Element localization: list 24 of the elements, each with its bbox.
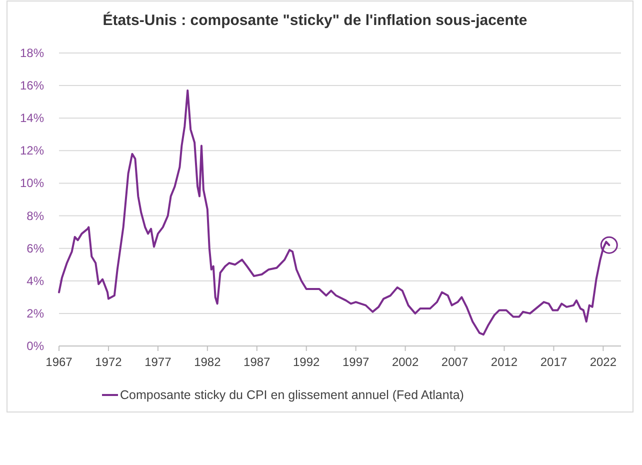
chart-title: États-Unis : composante "sticky" de l'inflation sous-jacente <box>102 11 528 29</box>
y-tick-label: 4% <box>26 274 44 288</box>
legend-label: Composante sticky du CPI en glissement annuel (Fed Atlanta) <box>120 388 464 402</box>
x-tick-label: 2002 <box>392 355 419 369</box>
y-tick-label: 16% <box>20 78 44 93</box>
x-tick-label: 1967 <box>46 355 73 369</box>
x-tick-label: 1982 <box>194 355 222 369</box>
x-tick-label: 1997 <box>342 355 370 369</box>
x-tick-label: 1977 <box>144 355 172 369</box>
y-tick-label: 2% <box>26 306 44 320</box>
x-tick-label: 2017 <box>540 355 568 369</box>
x-tick-label: 2007 <box>441 355 468 369</box>
y-tick-label: 18% <box>20 46 44 60</box>
x-tick-label: 2012 <box>490 355 518 369</box>
y-tick-label: 12% <box>20 144 44 158</box>
y-tick-label: 14% <box>20 111 44 126</box>
y-tick-label: 8% <box>26 208 44 223</box>
x-tick-label: 2022 <box>590 355 617 369</box>
x-tick-label: 1992 <box>293 355 320 369</box>
x-tick-label: 1987 <box>244 355 271 369</box>
x-tick-label: 1972 <box>95 355 122 369</box>
y-tick-label: 6% <box>26 241 44 256</box>
y-tick-label: 0% <box>26 339 44 353</box>
y-tick-label: 10% <box>20 176 44 190</box>
